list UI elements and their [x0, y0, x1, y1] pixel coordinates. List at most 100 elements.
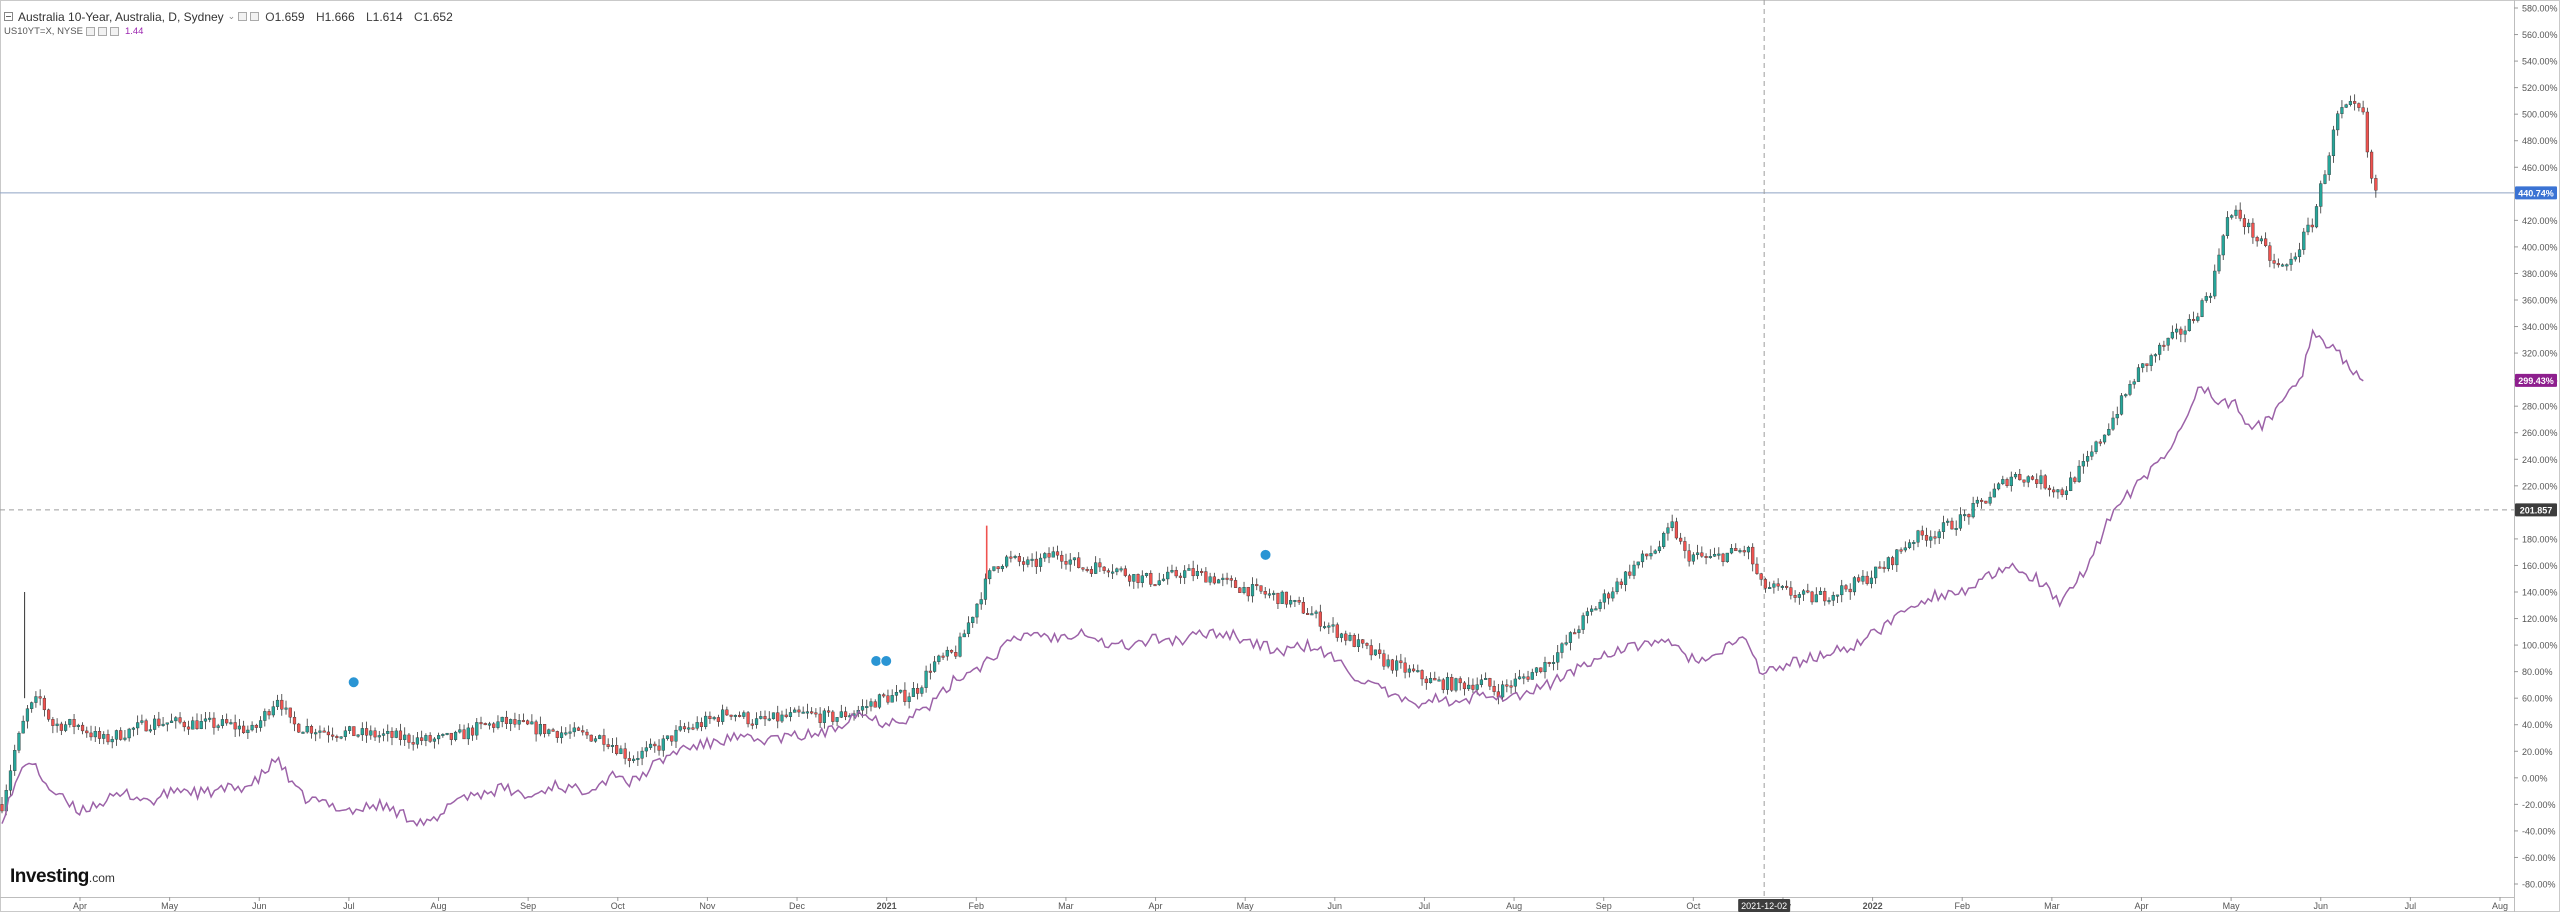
candle — [2217, 248, 2221, 274]
candle — [1043, 551, 1047, 562]
candle-body-up — [153, 718, 157, 730]
candle-body-up — [1314, 611, 1318, 614]
candle — [538, 716, 542, 737]
candle-body-up — [2124, 394, 2128, 397]
candle — [174, 716, 178, 729]
candle — [331, 727, 335, 741]
candle — [1755, 557, 1759, 575]
candle — [572, 722, 576, 737]
candle-body-up — [2213, 270, 2217, 297]
candle — [140, 714, 144, 725]
candle-body-down — [420, 737, 424, 741]
candle — [2234, 205, 2238, 220]
candle-body-up — [1556, 652, 1560, 663]
candle — [1318, 604, 1322, 632]
candle — [2077, 460, 2081, 483]
candle — [479, 716, 483, 730]
candle-body-up — [767, 718, 771, 721]
candle — [534, 719, 538, 742]
candle — [246, 725, 250, 739]
candle-body-down — [1823, 591, 1827, 602]
candle — [559, 726, 564, 744]
candle-body-down — [1424, 678, 1428, 684]
candle — [1801, 589, 1806, 601]
candle-body-down — [1009, 556, 1013, 559]
candle — [1115, 567, 1119, 576]
candle — [1369, 639, 1373, 661]
candle-body-up — [1479, 679, 1484, 685]
visibility-toggle-icon[interactable] — [238, 12, 248, 21]
candle — [962, 629, 966, 638]
candle — [903, 682, 907, 706]
candle-body-up — [619, 748, 623, 755]
candle — [2264, 232, 2268, 248]
time-tick-label: Jun — [1328, 901, 1343, 911]
candle-body-up — [1272, 592, 1276, 595]
candle — [2145, 363, 2149, 373]
candle — [123, 730, 127, 742]
candle — [403, 727, 407, 746]
collapse-legend-icon[interactable] — [4, 12, 13, 21]
candle — [661, 735, 665, 757]
candle — [1640, 550, 1645, 568]
candle-body-down — [1547, 662, 1551, 665]
candle — [326, 725, 331, 743]
candle-body-up — [453, 731, 458, 740]
candle — [487, 721, 492, 730]
candle — [250, 721, 254, 732]
candle-body-up — [1861, 575, 1865, 582]
candle — [1047, 547, 1051, 564]
candle — [1467, 677, 1471, 692]
candle-body-up — [1331, 624, 1335, 627]
candle — [776, 705, 780, 729]
settings-icon[interactable] — [97, 27, 107, 36]
candle — [818, 707, 822, 728]
settings-icon[interactable] — [250, 12, 260, 21]
candle — [1458, 676, 1462, 691]
candle-body-up — [2306, 224, 2310, 233]
price-tick-label: 460.00% — [2522, 163, 2558, 173]
candle-body-down — [818, 713, 822, 723]
candle-body-down — [1106, 570, 1110, 573]
candle-body-down — [615, 745, 619, 755]
open-value: 1.659 — [274, 9, 305, 24]
candle — [1509, 680, 1513, 694]
candle — [475, 718, 479, 740]
candle-body-up — [2280, 264, 2285, 267]
candle-body-up — [1636, 561, 1640, 566]
visibility-toggle-icon[interactable] — [85, 27, 95, 36]
candle-body-down — [1471, 684, 1475, 690]
candle-body-up — [648, 743, 653, 748]
remove-icon[interactable] — [109, 27, 119, 36]
candle — [1310, 606, 1314, 616]
candle-body-down — [2022, 479, 2026, 483]
candle — [2242, 214, 2247, 235]
candle — [229, 719, 233, 725]
candle — [182, 720, 186, 732]
candle-body-up — [924, 670, 928, 688]
candle-body-down — [797, 709, 801, 713]
price-tick-label: 180.00% — [2522, 534, 2558, 544]
candle-body-down — [1645, 553, 1649, 557]
candle-body-up — [1038, 557, 1043, 567]
candle-body-down — [1704, 556, 1708, 558]
candle — [1187, 564, 1191, 571]
candle — [568, 724, 572, 739]
candle — [1157, 572, 1161, 587]
chevron-down-icon[interactable]: ⌄ — [227, 11, 236, 21]
candle — [1543, 656, 1547, 679]
crosshair-price-badge-text: 201.857 — [2520, 505, 2553, 515]
candle — [127, 727, 131, 742]
candle — [55, 718, 59, 733]
candle-body-down — [1628, 571, 1632, 576]
candle-body-down — [2357, 103, 2361, 108]
candle — [424, 733, 428, 747]
candle — [2331, 125, 2336, 163]
candle-body-down — [1505, 684, 1509, 687]
candle-body-up — [394, 730, 398, 738]
candle — [373, 727, 377, 742]
candle-body-down — [309, 726, 314, 734]
candle — [42, 695, 46, 717]
candle-body-down — [1191, 568, 1195, 577]
